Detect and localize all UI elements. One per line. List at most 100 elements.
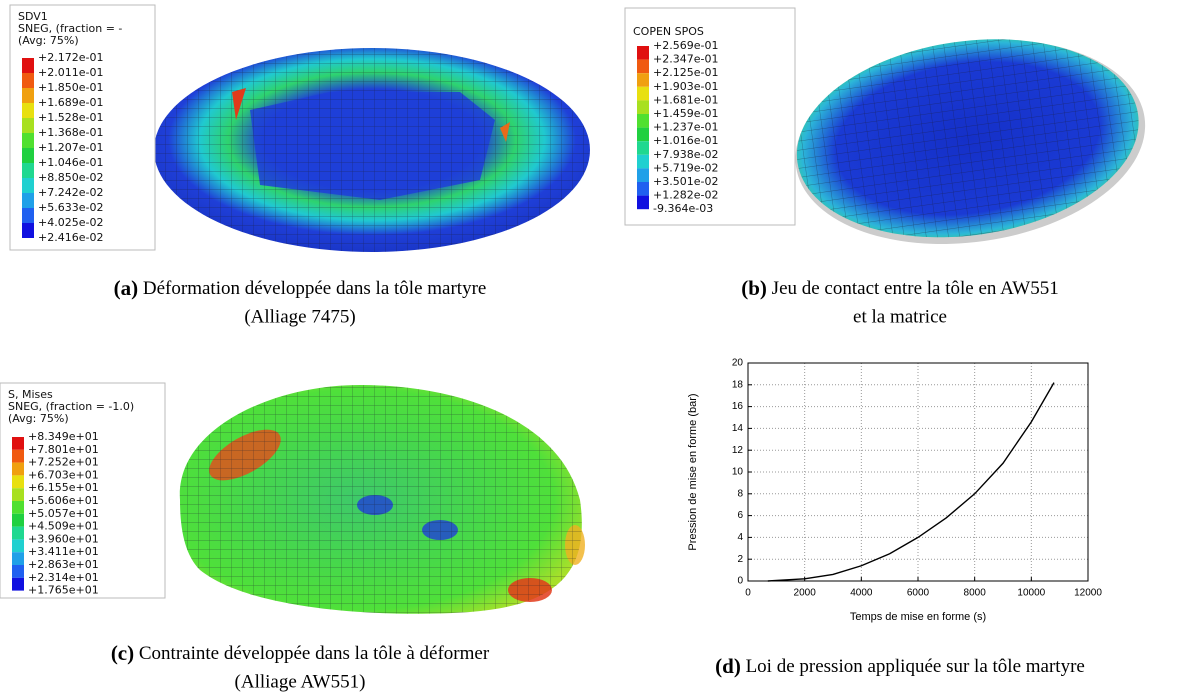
- legend-swatch: [22, 73, 34, 88]
- legend-swatch: [22, 193, 34, 208]
- legend-value: +6.155e+01: [28, 481, 99, 494]
- y-tick-label: 16: [732, 401, 744, 412]
- legend-swatch: [637, 86, 649, 101]
- legend-value: +5.719e-02: [653, 161, 718, 174]
- legend-value: +4.025e-02: [38, 216, 103, 229]
- legend-value: -9.364e-03: [653, 202, 713, 215]
- legend-title: S, Mises: [8, 388, 53, 401]
- legend-swatch: [12, 565, 24, 578]
- caption-label: (a): [114, 276, 139, 300]
- legend-value: +3.960e+01: [28, 532, 99, 545]
- legend-value: +8.850e-02: [38, 171, 103, 184]
- x-tick-label: 4000: [850, 588, 873, 599]
- legend-value: +3.411e+01: [28, 545, 99, 558]
- y-tick-label: 0: [737, 576, 743, 587]
- legend-swatch: [637, 154, 649, 169]
- caption: (Alliage 7475): [244, 306, 355, 327]
- legend-swatch: [22, 148, 34, 163]
- legend-value: +2.314e+01: [28, 571, 99, 584]
- legend-value: +1.689e-01: [38, 96, 103, 109]
- caption-text: Loi de pression appliquée sur la tôle ma…: [746, 656, 1085, 677]
- legend-swatch: [12, 539, 24, 553]
- legend-swatch: [637, 114, 649, 128]
- y-tick-label: 14: [732, 423, 744, 434]
- legend-swatch: [12, 462, 24, 476]
- y-tick-label: 20: [732, 358, 744, 369]
- legend-swatch: [22, 103, 34, 118]
- y-tick-label: 6: [737, 510, 743, 521]
- legend-swatch: [22, 133, 34, 148]
- legend-value: +7.242e-02: [38, 186, 103, 199]
- x-tick-label: 6000: [907, 588, 930, 599]
- caption-text: Contrainte développée dans la tôle à déf…: [139, 643, 490, 664]
- legend-title: SNEG, (fraction = -: [18, 22, 122, 35]
- caption-label: (d): [715, 654, 741, 678]
- legend-value: +1.368e-01: [38, 126, 103, 139]
- legend-value: +1.207e-01: [38, 141, 103, 154]
- legend-value: +2.863e+01: [28, 558, 99, 571]
- legend-value: +7.252e+01: [28, 456, 99, 469]
- legend-box: [9, 4, 156, 251]
- legend-value: +3.501e-02: [653, 175, 718, 188]
- legend-swatch: [22, 88, 34, 103]
- legend-value: +7.801e+01: [28, 443, 99, 456]
- legend-value: +2.416e-02: [38, 231, 103, 244]
- caption-text: Déformation développée dans la tôle mart…: [143, 278, 486, 299]
- legend-swatch: [637, 127, 649, 142]
- mesh-image-b: [795, 39, 1146, 244]
- y-tick-label: 12: [732, 445, 744, 456]
- legend-title: (Avg: 75%): [8, 412, 69, 425]
- mesh-image-a: [154, 48, 590, 252]
- legend-value: +7.938e-02: [653, 148, 718, 161]
- legend-swatch: [22, 178, 34, 193]
- legend-value: +2.011e-01: [38, 66, 103, 79]
- legend-swatch: [12, 488, 24, 501]
- caption: (c) Contrainte développée dans la tôle à…: [111, 641, 490, 665]
- legend-value: +1.046e-01: [38, 156, 103, 169]
- legend-value: +8.349e+01: [28, 430, 99, 443]
- legend-value: +1.681e-01: [653, 93, 718, 106]
- caption: et la matrice: [853, 306, 947, 327]
- legend-title: SNEG, (fraction = -1.0): [8, 400, 134, 413]
- legend-swatch: [637, 195, 649, 210]
- legend-swatch: [12, 437, 24, 450]
- legend-value: +5.057e+01: [28, 507, 99, 520]
- legend-value: +1.016e-01: [653, 134, 718, 147]
- legend-value: +1.903e-01: [653, 80, 718, 93]
- legend-swatch: [637, 182, 649, 196]
- y-tick-label: 8: [737, 488, 743, 499]
- legend-value: +2.125e-01: [653, 66, 718, 79]
- x-tick-label: 2000: [794, 588, 817, 599]
- legend-swatch: [12, 475, 24, 489]
- legend-value: +6.703e+01: [28, 468, 99, 481]
- plot-frame: [747, 362, 1089, 582]
- x-tick-label: 12000: [1074, 588, 1102, 599]
- legend-title: COPEN SPOS: [633, 25, 704, 38]
- legend-swatch: [12, 577, 24, 591]
- legend-swatch: [22, 58, 34, 73]
- legend-swatch: [22, 223, 34, 238]
- caption-text: Jeu de contact entre la tôle en AW551: [772, 278, 1059, 299]
- x-tick-label: 0: [745, 588, 751, 599]
- legend-value: +5.606e+01: [28, 494, 99, 507]
- legend-swatch: [637, 73, 649, 87]
- y-tick-label: 18: [732, 379, 744, 390]
- legend-value: +5.633e-02: [38, 201, 103, 214]
- caption: (b) Jeu de contact entre la tôle en AW55…: [741, 276, 1058, 300]
- legend-swatch: [637, 59, 649, 74]
- x-tick-label: 10000: [1017, 588, 1045, 599]
- legend-swatch: [637, 141, 649, 155]
- legend-swatch: [12, 526, 24, 540]
- legend-value: +1.765e+01: [28, 584, 99, 597]
- legend-box: [0, 382, 166, 599]
- legend-swatch: [637, 100, 649, 114]
- y-tick-label: 2: [737, 554, 743, 565]
- y-tick-label: 10: [732, 467, 744, 478]
- caption: (d) Loi de pression appliquée sur la tôl…: [715, 654, 1085, 678]
- line: [767, 382, 1055, 582]
- legend-value: +2.172e-01: [38, 51, 103, 64]
- mesh-image-c: [179, 385, 585, 614]
- legend-value: +1.850e-01: [38, 81, 103, 94]
- legend-value: +1.528e-01: [38, 111, 103, 124]
